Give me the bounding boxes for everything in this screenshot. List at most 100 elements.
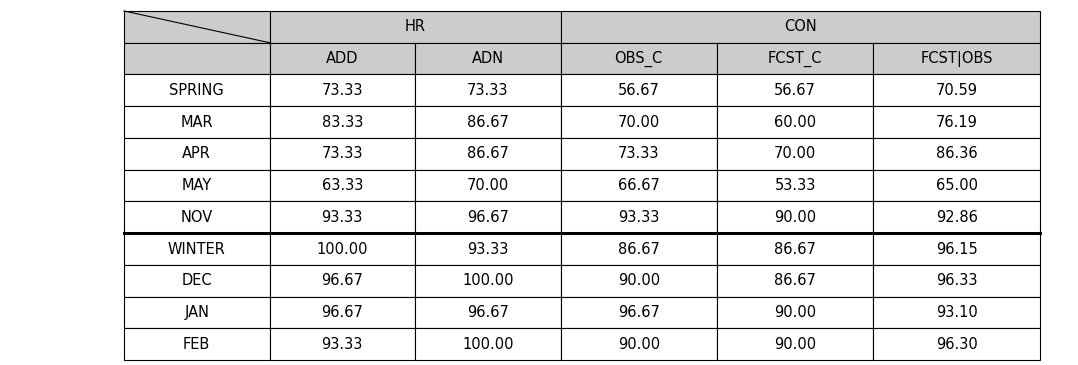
- Bar: [717, 138, 873, 170]
- Text: 86.36: 86.36: [936, 146, 978, 161]
- Text: 63.33: 63.33: [321, 178, 363, 193]
- Text: FCST_C: FCST_C: [768, 50, 823, 67]
- Text: 96.67: 96.67: [321, 273, 363, 288]
- Text: 100.00: 100.00: [462, 337, 513, 352]
- Bar: [415, 74, 561, 106]
- Bar: [561, 233, 717, 265]
- Bar: [124, 233, 270, 265]
- Text: 56.67: 56.67: [774, 83, 816, 98]
- Text: 76.19: 76.19: [936, 115, 978, 130]
- Text: 60.00: 60.00: [774, 115, 816, 130]
- Text: OBS_C: OBS_C: [614, 50, 663, 67]
- Text: 90.00: 90.00: [618, 273, 660, 288]
- Text: SPRING: SPRING: [169, 83, 224, 98]
- Text: MAR: MAR: [180, 115, 213, 130]
- Bar: [561, 106, 717, 138]
- Bar: [415, 233, 561, 265]
- Bar: [561, 43, 717, 74]
- Text: 96.30: 96.30: [936, 337, 978, 352]
- Bar: [415, 106, 561, 138]
- Bar: [124, 43, 270, 74]
- Bar: [561, 74, 717, 106]
- Text: 93.33: 93.33: [321, 337, 363, 352]
- Text: 96.67: 96.67: [618, 305, 660, 320]
- Bar: [873, 138, 1040, 170]
- Text: 100.00: 100.00: [462, 273, 513, 288]
- Text: 96.33: 96.33: [936, 273, 978, 288]
- Bar: [873, 43, 1040, 74]
- Text: 73.33: 73.33: [618, 146, 660, 161]
- Text: 93.10: 93.10: [936, 305, 978, 320]
- Bar: [717, 170, 873, 201]
- Text: 96.67: 96.67: [467, 210, 509, 225]
- Text: ADN: ADN: [472, 51, 503, 66]
- Text: 86.67: 86.67: [467, 115, 509, 130]
- Bar: [561, 297, 717, 329]
- Text: HR: HR: [404, 19, 426, 34]
- Bar: [873, 265, 1040, 297]
- Bar: [873, 201, 1040, 233]
- Text: 73.33: 73.33: [321, 83, 363, 98]
- Bar: [873, 74, 1040, 106]
- Text: 90.00: 90.00: [774, 210, 816, 225]
- Bar: [124, 170, 270, 201]
- Bar: [415, 297, 561, 329]
- Bar: [124, 328, 270, 360]
- Bar: [270, 11, 561, 43]
- Bar: [717, 233, 873, 265]
- Bar: [270, 106, 415, 138]
- Text: 73.33: 73.33: [467, 83, 509, 98]
- Bar: [124, 138, 270, 170]
- Text: 65.00: 65.00: [936, 178, 978, 193]
- Bar: [270, 328, 415, 360]
- Text: 86.67: 86.67: [774, 242, 816, 257]
- Bar: [873, 170, 1040, 201]
- Text: 96.15: 96.15: [936, 242, 978, 257]
- Bar: [270, 265, 415, 297]
- Bar: [873, 106, 1040, 138]
- Text: 93.33: 93.33: [467, 242, 509, 257]
- Bar: [717, 201, 873, 233]
- Bar: [561, 11, 1040, 43]
- Bar: [270, 74, 415, 106]
- Text: ADD: ADD: [326, 51, 359, 66]
- Text: WINTER: WINTER: [168, 242, 225, 257]
- Text: 86.67: 86.67: [467, 146, 509, 161]
- Bar: [561, 265, 717, 297]
- Text: 86.67: 86.67: [774, 273, 816, 288]
- Bar: [717, 265, 873, 297]
- Text: 90.00: 90.00: [774, 305, 816, 320]
- Text: 96.67: 96.67: [321, 305, 363, 320]
- Text: 86.67: 86.67: [618, 242, 660, 257]
- Text: APR: APR: [182, 146, 211, 161]
- Text: FEB: FEB: [183, 337, 210, 352]
- Bar: [270, 201, 415, 233]
- Text: 100.00: 100.00: [317, 242, 368, 257]
- Bar: [124, 201, 270, 233]
- Text: CON: CON: [784, 19, 817, 34]
- Bar: [415, 201, 561, 233]
- Bar: [124, 106, 270, 138]
- Bar: [415, 170, 561, 201]
- Text: 73.33: 73.33: [321, 146, 363, 161]
- Bar: [717, 43, 873, 74]
- Bar: [415, 43, 561, 74]
- Text: 96.67: 96.67: [467, 305, 509, 320]
- Bar: [415, 138, 561, 170]
- Text: 56.67: 56.67: [618, 83, 660, 98]
- Bar: [415, 265, 561, 297]
- Text: 90.00: 90.00: [618, 337, 660, 352]
- Text: 70.00: 70.00: [618, 115, 660, 130]
- Text: 70.00: 70.00: [774, 146, 816, 161]
- Bar: [561, 170, 717, 201]
- Text: FCST|OBS: FCST|OBS: [921, 51, 993, 66]
- Bar: [124, 297, 270, 329]
- Bar: [270, 138, 415, 170]
- Bar: [270, 297, 415, 329]
- Bar: [717, 74, 873, 106]
- Text: MAY: MAY: [181, 178, 212, 193]
- Bar: [873, 297, 1040, 329]
- Text: NOV: NOV: [181, 210, 212, 225]
- Bar: [561, 328, 717, 360]
- Text: 93.33: 93.33: [618, 210, 660, 225]
